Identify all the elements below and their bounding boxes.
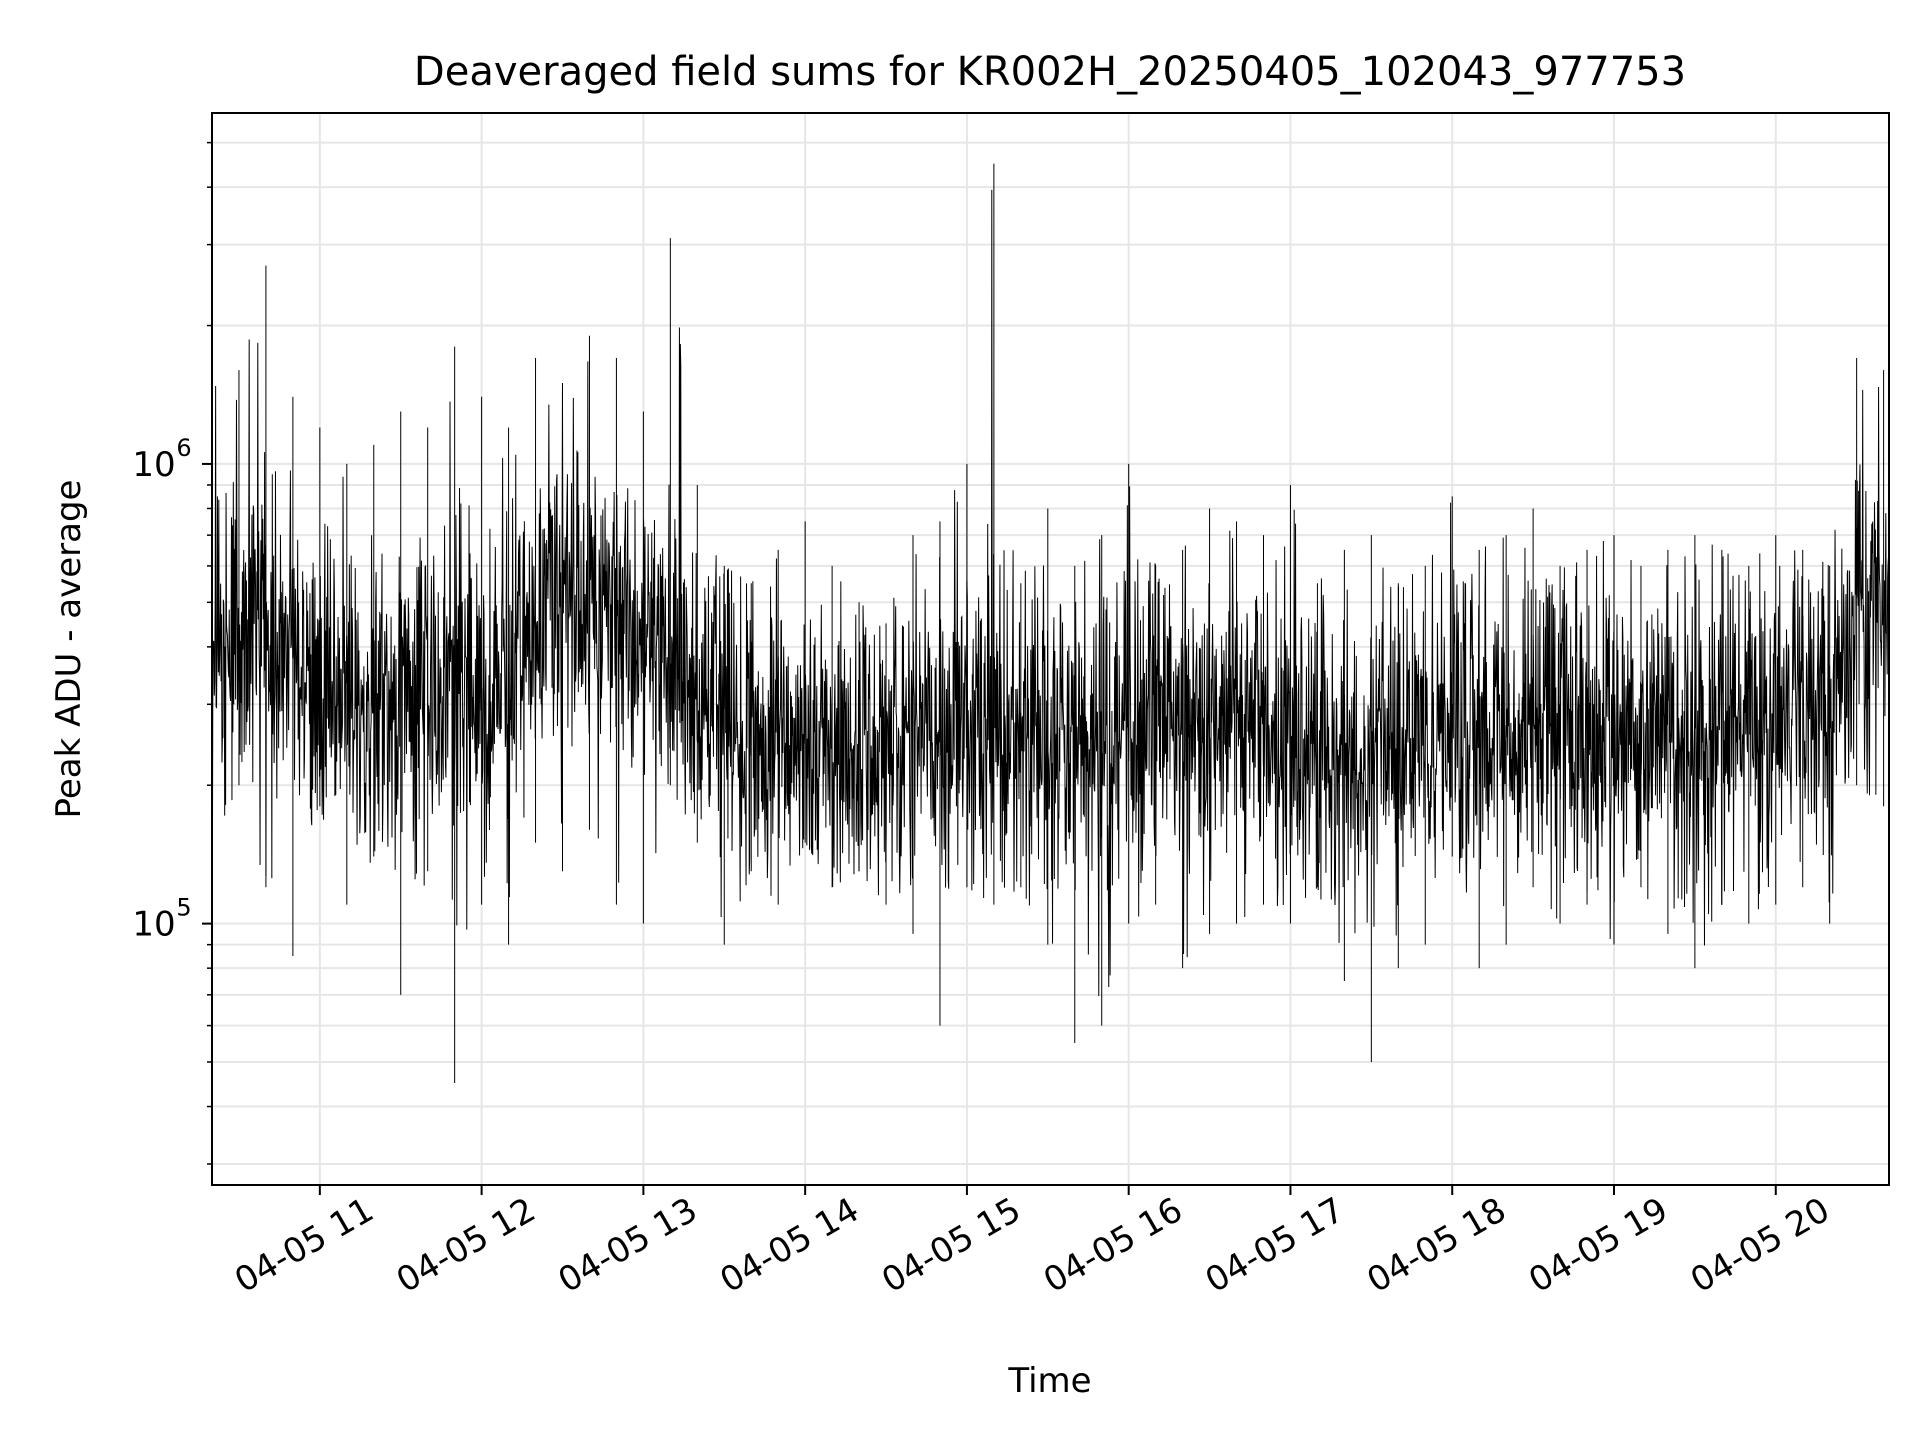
- y-tick-label: 10: [132, 905, 175, 945]
- x-axis-label: Time: [1007, 1361, 1091, 1401]
- y-tick-label: 10: [132, 445, 175, 485]
- chart-title: Deaveraged field sums for KR002H_2025040…: [414, 49, 1686, 95]
- y-tick-label-exponent: 6: [176, 434, 191, 462]
- y-tick-label-exponent: 5: [176, 894, 191, 922]
- plot-frame: [211, 112, 1890, 1186]
- series-line: [212, 163, 1889, 1084]
- y-axis-label: Peak ADU - average: [49, 480, 89, 819]
- series-trace: [212, 189, 1889, 997]
